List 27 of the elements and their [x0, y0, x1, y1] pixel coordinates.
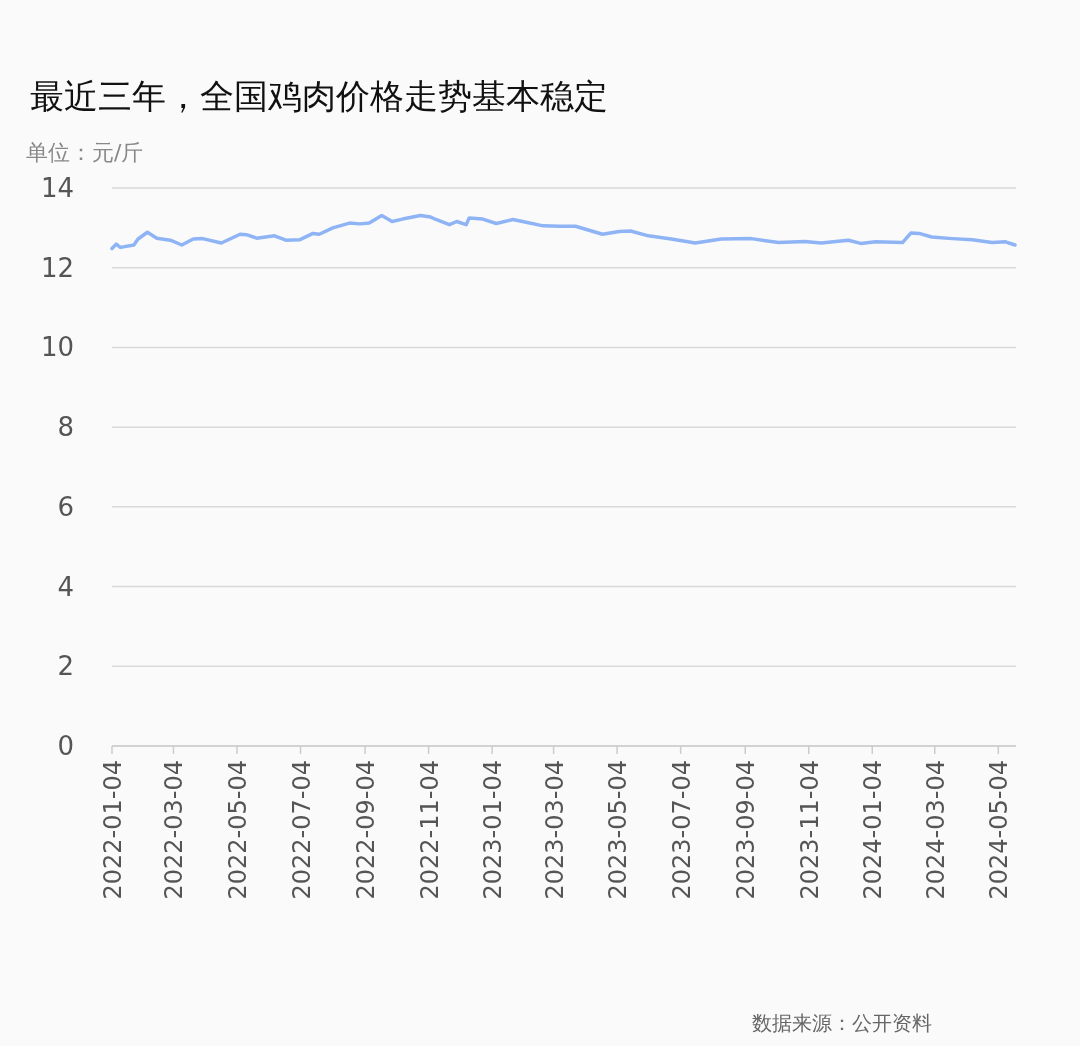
x-tick-label: 2022-07-04 [287, 760, 316, 900]
x-tick-label: 2022-05-04 [223, 760, 252, 900]
x-tick-label: 2024-01-04 [859, 760, 888, 900]
y-tick-label: 0 [57, 731, 74, 761]
x-tick-label: 2023-09-04 [732, 760, 761, 900]
chart-title: 最近三年，全国鸡肉价格走势基本稳定 [30, 76, 608, 116]
x-tick-label: 2022-11-04 [415, 760, 444, 900]
x-tick-label: 2024-05-04 [985, 760, 1014, 900]
x-tick-label: 2023-11-04 [795, 760, 824, 900]
x-tick-label: 2023-07-04 [667, 760, 696, 900]
y-tick-label: 6 [57, 491, 74, 522]
line-series [110, 213, 1017, 251]
x-tick-label: 2023-03-04 [540, 760, 569, 900]
y-tick-label: 2 [57, 651, 74, 682]
x-tick-label: 2022-09-04 [352, 760, 381, 900]
x-tick-label: 2024-03-04 [921, 760, 950, 900]
y-tick-label: 10 [40, 332, 74, 363]
y-axis-title: 单位：元/斤 [26, 140, 144, 165]
x-tick-label: 2023-05-04 [604, 760, 633, 900]
x-tick-label: 2023-01-04 [479, 760, 508, 900]
y-tick-label: 4 [57, 571, 74, 602]
y-tick-label: 12 [40, 252, 74, 283]
x-tick-label: 2022-01-04 [99, 760, 127, 900]
x-tick-label: 2022-03-04 [160, 760, 189, 900]
source-note: 数据来源：公开资料 [752, 1011, 932, 1035]
y-tick-label: 8 [57, 412, 74, 443]
y-tick-label: 14 [40, 173, 74, 203]
